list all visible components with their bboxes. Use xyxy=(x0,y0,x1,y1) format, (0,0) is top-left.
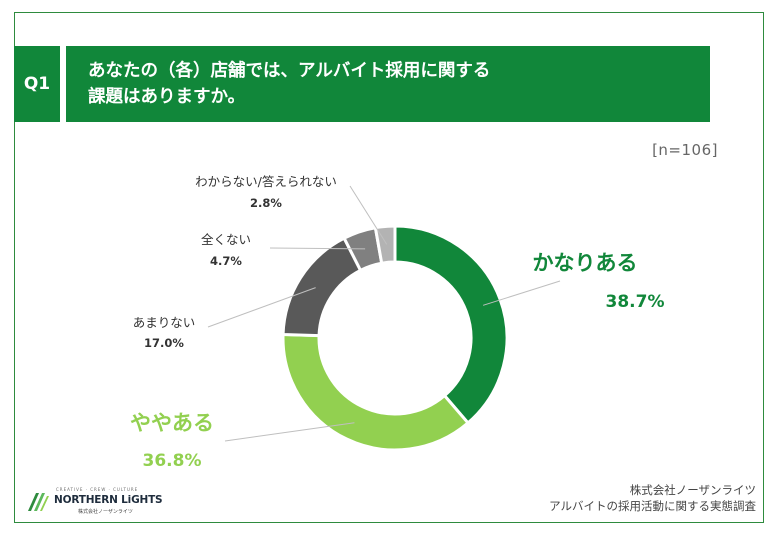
source-line-2: アルバイトの採用活動に関する実態調査 xyxy=(549,499,756,513)
slice-value-label: 2.8% xyxy=(250,196,282,210)
source-line-1: 株式会社ノーザンライツ xyxy=(629,483,756,497)
question-banner: あなたの（各）店舗では、アルバイト採用に関する 課題はありますか。 xyxy=(66,46,710,122)
company-logo: CREATIVE · CREW · CULTURE NORTHERN LiGHT… xyxy=(26,487,166,517)
logo-tagline: CREATIVE · CREW · CULTURE xyxy=(56,487,139,492)
donut-slice xyxy=(393,224,509,426)
slice-category-label: 全くない xyxy=(201,232,251,247)
slice-value-label: 4.7% xyxy=(210,254,242,268)
donut-slice xyxy=(373,224,397,265)
leader-line xyxy=(224,422,355,442)
source-note: 株式会社ノーザンライツ アルバイトの採用活動に関する実態調査 xyxy=(549,482,756,514)
leader-line xyxy=(482,280,561,306)
donut-slice xyxy=(281,332,471,452)
slide-frame xyxy=(14,12,764,523)
leader-line xyxy=(349,185,388,245)
slice-category-label: わからない/答えられない xyxy=(195,174,337,189)
slice-value-label: 17.0% xyxy=(144,336,184,350)
slice-category-label: ややある xyxy=(130,411,214,435)
northern-lights-logo-icon xyxy=(28,493,49,511)
leader-line xyxy=(269,247,366,250)
sample-size-label: [n=106] xyxy=(652,141,718,159)
leader-line xyxy=(207,287,316,328)
donut-slice xyxy=(281,236,363,338)
logo-wordmark: NORTHERN LiGHTS xyxy=(54,494,163,506)
slice-value-label: 38.7% xyxy=(606,292,665,312)
logo-subtitle: 株式会社ノーザンライツ xyxy=(78,509,133,515)
question-badge: Q1 xyxy=(14,46,60,122)
slice-category-label: あまりない xyxy=(133,315,196,330)
question-line-1: あなたの（各）店舗では、アルバイト採用に関する xyxy=(88,61,491,81)
slice-value-label: 36.8% xyxy=(143,451,202,471)
question-line-2: 課題はありますか。 xyxy=(88,87,246,107)
slice-category-label: かなりある xyxy=(533,251,638,275)
